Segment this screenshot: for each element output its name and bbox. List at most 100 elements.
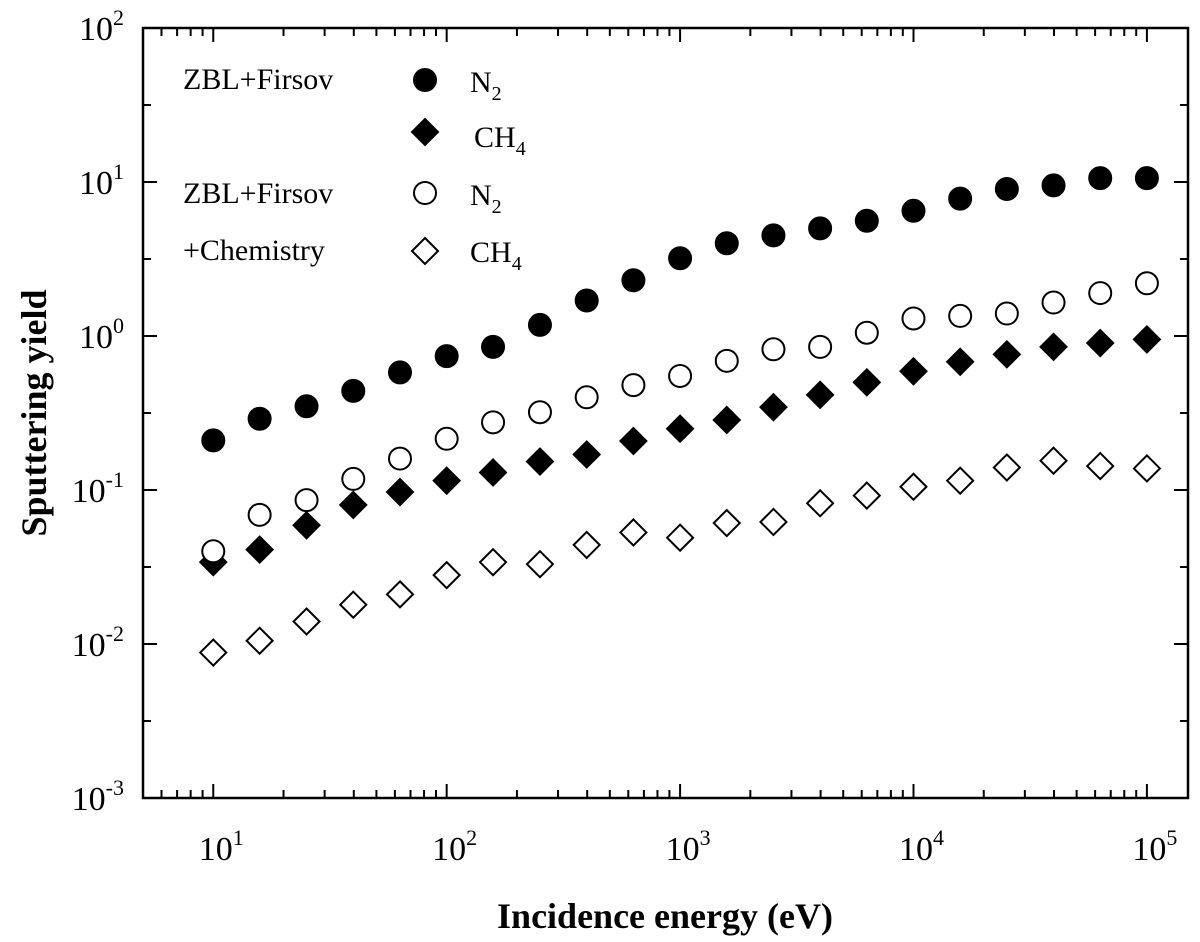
data-point — [1132, 325, 1162, 354]
data-point — [1134, 166, 1159, 191]
data-points — [198, 166, 1162, 667]
data-point — [805, 380, 835, 410]
data-point — [245, 535, 275, 565]
data-point — [854, 208, 879, 233]
y-tick-label: 10-1 — [72, 467, 124, 510]
legend-entry-ch4-open: CH4 — [470, 236, 522, 275]
x-tick-labels: 101 102 103 104 105 — [199, 825, 1178, 868]
y-tick-label: 10-2 — [72, 621, 124, 664]
data-point — [945, 347, 975, 377]
data-point — [994, 301, 1019, 326]
legend-group-label-2: ZBL+Firsov — [183, 177, 333, 210]
series-2 — [201, 271, 1159, 564]
legend-marker-ch4-filled — [410, 117, 440, 147]
legend-marker-n2-filled — [413, 68, 437, 92]
data-point — [201, 428, 226, 453]
data-point — [901, 198, 926, 223]
data-point — [294, 394, 319, 419]
data-point — [341, 466, 366, 491]
data-point — [387, 360, 412, 385]
data-point — [434, 344, 459, 369]
y-tick-label: 10-3 — [72, 775, 124, 818]
data-point — [341, 378, 366, 403]
data-point — [247, 406, 272, 431]
legend-entry-ch4-filled: CH4 — [474, 121, 526, 160]
data-point — [478, 458, 508, 487]
data-point — [574, 385, 599, 410]
data-point — [852, 367, 882, 397]
data-point — [854, 320, 879, 345]
data-point — [198, 638, 228, 667]
data-point — [478, 547, 508, 577]
series-0 — [201, 166, 1159, 453]
y-axis-title: Sputtering yield — [14, 289, 54, 536]
data-point — [621, 373, 646, 398]
data-point — [201, 539, 226, 564]
y-tick-label: 100 — [79, 313, 124, 356]
data-point — [1132, 454, 1162, 483]
data-point — [1085, 451, 1115, 481]
data-point — [618, 518, 648, 547]
data-point — [665, 523, 695, 553]
data-point — [527, 312, 552, 337]
data-point — [338, 590, 368, 620]
axis-ticks — [142, 28, 1188, 799]
y-tick-labels: 10-3 10-2 10-1 100 101 102 — [72, 5, 124, 818]
data-point — [618, 426, 648, 456]
data-point — [432, 466, 462, 496]
data-point — [714, 231, 739, 256]
x-tick-label: 105 — [1132, 825, 1177, 868]
data-point — [899, 356, 928, 386]
data-point — [901, 306, 926, 331]
data-point — [668, 246, 693, 271]
data-point — [385, 579, 415, 609]
data-point — [294, 488, 319, 513]
data-point — [481, 410, 506, 435]
data-point — [994, 177, 1019, 202]
y-tick-label: 101 — [79, 159, 124, 202]
x-axis-title: Incidence energy (eV) — [497, 896, 833, 936]
data-point — [945, 466, 975, 496]
data-point — [1039, 332, 1068, 362]
data-point — [899, 472, 928, 502]
x-tick-label: 102 — [432, 825, 477, 868]
legend: ZBL+Firsov ZBL+Firsov +Chemistry N2 CH4 … — [183, 63, 526, 275]
legend-group-label-2-line2: +Chemistry — [183, 234, 325, 267]
data-point — [572, 440, 602, 469]
data-point — [1039, 446, 1068, 476]
data-point — [247, 502, 272, 527]
data-point — [759, 507, 788, 537]
data-point — [948, 303, 973, 328]
x-tick-label: 103 — [666, 825, 711, 868]
x-tick-label: 101 — [199, 825, 244, 868]
data-point — [761, 337, 786, 362]
series-1 — [198, 325, 1162, 577]
data-point — [387, 446, 412, 471]
data-point — [992, 453, 1022, 482]
data-point — [665, 414, 695, 444]
data-point — [808, 334, 833, 359]
data-point — [385, 477, 415, 507]
data-point — [759, 392, 788, 422]
data-point — [432, 560, 462, 590]
data-point — [434, 426, 459, 451]
data-point — [621, 268, 646, 293]
data-point — [572, 530, 602, 560]
data-point — [1088, 166, 1113, 191]
series-3 — [198, 446, 1162, 667]
data-point — [1041, 290, 1066, 315]
legend-entry-n2-open: N2 — [470, 179, 502, 218]
data-point — [525, 549, 555, 579]
data-point — [338, 490, 368, 520]
data-point — [1085, 328, 1115, 358]
data-point — [245, 626, 275, 656]
data-point — [527, 400, 552, 425]
data-point — [808, 216, 833, 241]
data-point — [992, 339, 1022, 369]
data-point — [805, 488, 835, 518]
data-point — [574, 288, 599, 313]
x-tick-label: 104 — [899, 825, 944, 868]
data-point — [761, 223, 786, 248]
data-point — [1041, 173, 1066, 198]
